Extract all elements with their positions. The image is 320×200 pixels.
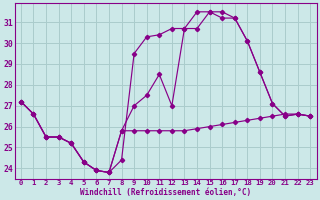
X-axis label: Windchill (Refroidissement éolien,°C): Windchill (Refroidissement éolien,°C) [80, 188, 251, 197]
